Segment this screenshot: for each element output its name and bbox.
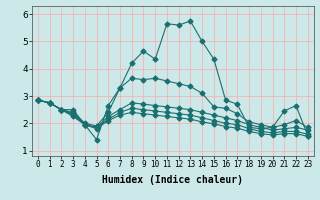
- X-axis label: Humidex (Indice chaleur): Humidex (Indice chaleur): [102, 175, 243, 185]
